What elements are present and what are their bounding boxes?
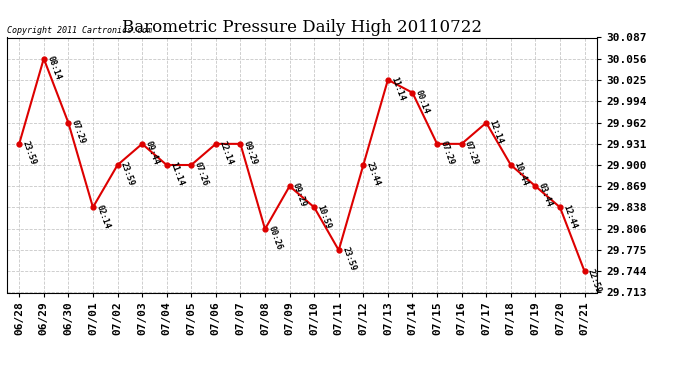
Text: 07:29: 07:29	[438, 140, 455, 166]
Text: 11:14: 11:14	[389, 76, 406, 102]
Text: 23:59: 23:59	[21, 140, 37, 166]
Text: 00:14: 00:14	[414, 88, 431, 115]
Text: 07:29: 07:29	[70, 118, 87, 145]
Text: 23:59: 23:59	[119, 161, 136, 188]
Text: 11:14: 11:14	[168, 161, 185, 188]
Text: 22:14: 22:14	[217, 140, 234, 166]
Text: 09:29: 09:29	[241, 140, 259, 166]
Text: 03:44: 03:44	[537, 182, 554, 209]
Text: 08:14: 08:14	[45, 54, 62, 81]
Text: 09:29: 09:29	[291, 182, 308, 209]
Text: 12:14: 12:14	[488, 118, 504, 145]
Text: 00:26: 00:26	[266, 225, 284, 252]
Text: 02:14: 02:14	[95, 203, 111, 229]
Text: 12:44: 12:44	[562, 203, 578, 229]
Title: Barometric Pressure Daily High 20110722: Barometric Pressure Daily High 20110722	[122, 19, 482, 36]
Text: 10:59: 10:59	[315, 203, 333, 229]
Text: Copyright 2011 Cartronics.com: Copyright 2011 Cartronics.com	[7, 26, 152, 35]
Text: 23:59: 23:59	[340, 246, 357, 273]
Text: 09:44: 09:44	[144, 140, 161, 166]
Text: 22:59: 22:59	[586, 267, 603, 294]
Text: 10:44: 10:44	[512, 161, 529, 188]
Text: 07:29: 07:29	[463, 140, 480, 166]
Text: 23:44: 23:44	[365, 161, 382, 188]
Text: 07:26: 07:26	[193, 161, 210, 188]
